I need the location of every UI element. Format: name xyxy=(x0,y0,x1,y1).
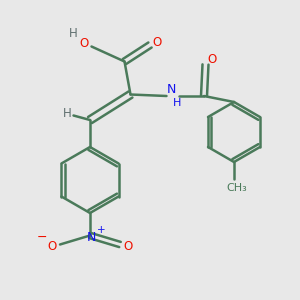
Text: N: N xyxy=(167,83,177,96)
Text: N: N xyxy=(87,231,96,244)
Text: H: H xyxy=(173,98,182,108)
Text: O: O xyxy=(47,239,56,253)
Text: O: O xyxy=(80,37,88,50)
Text: −: − xyxy=(37,230,47,244)
Text: CH₃: CH₃ xyxy=(226,183,247,193)
Text: O: O xyxy=(124,239,133,253)
Text: O: O xyxy=(152,35,161,49)
Text: H: H xyxy=(68,26,77,40)
Text: +: + xyxy=(97,225,106,235)
Text: O: O xyxy=(208,52,217,66)
Text: H: H xyxy=(62,107,71,120)
